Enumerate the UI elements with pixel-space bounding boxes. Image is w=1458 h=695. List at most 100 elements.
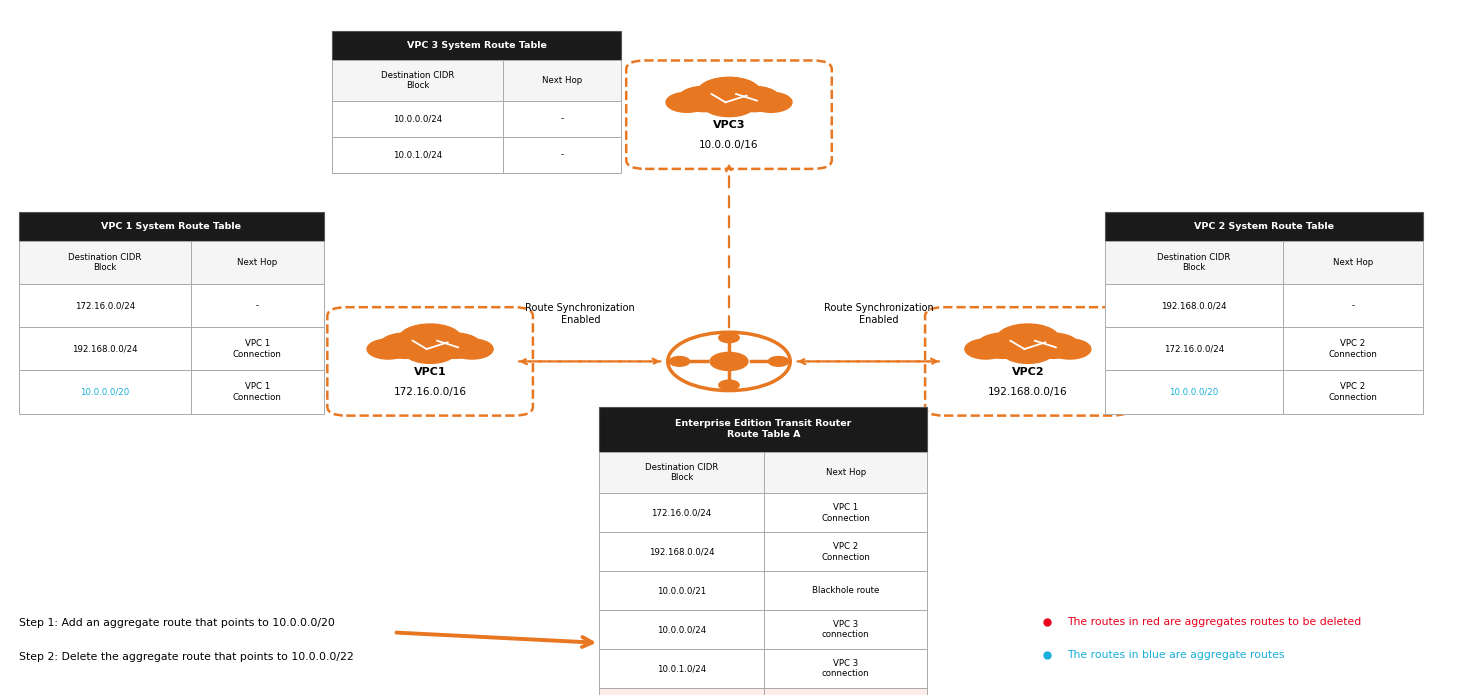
- Text: Next Hop: Next Hop: [238, 259, 277, 267]
- FancyBboxPatch shape: [19, 327, 191, 370]
- Text: VPC 3
connection: VPC 3 connection: [822, 659, 869, 678]
- FancyBboxPatch shape: [599, 452, 764, 493]
- Text: VPC 1 System Route Table: VPC 1 System Route Table: [101, 222, 242, 231]
- FancyBboxPatch shape: [332, 137, 503, 173]
- FancyBboxPatch shape: [599, 493, 764, 532]
- FancyBboxPatch shape: [764, 452, 927, 493]
- FancyBboxPatch shape: [599, 649, 764, 688]
- FancyBboxPatch shape: [503, 101, 621, 137]
- FancyBboxPatch shape: [1105, 212, 1423, 241]
- Text: Destination CIDR
Block: Destination CIDR Block: [381, 71, 455, 90]
- Text: 10.0.0.0/20: 10.0.0.0/20: [1169, 388, 1219, 396]
- Text: -: -: [1352, 302, 1354, 310]
- FancyBboxPatch shape: [19, 241, 191, 284]
- Text: 10.0.0.0/20: 10.0.0.0/20: [80, 388, 130, 396]
- Text: Next Hop: Next Hop: [825, 468, 866, 477]
- FancyBboxPatch shape: [19, 212, 324, 241]
- Text: VPC 2
Connection: VPC 2 Connection: [821, 542, 870, 562]
- FancyBboxPatch shape: [191, 284, 324, 327]
- Circle shape: [703, 91, 755, 117]
- Text: 10.0.0.0/24: 10.0.0.0/24: [394, 115, 442, 123]
- Circle shape: [1048, 339, 1091, 359]
- Text: Destination CIDR
Block: Destination CIDR Block: [1158, 253, 1231, 272]
- Text: VPC 2
Connection: VPC 2 Connection: [1328, 382, 1378, 402]
- Text: Enterprise Edition
Transit Router: Enterprise Edition Transit Router: [669, 424, 789, 452]
- Text: 172.16.0.0/16: 172.16.0.0/16: [394, 387, 467, 397]
- FancyBboxPatch shape: [1283, 370, 1423, 414]
- Circle shape: [996, 324, 1060, 354]
- FancyBboxPatch shape: [332, 60, 503, 101]
- Text: VPC 3 System Route Table: VPC 3 System Route Table: [407, 42, 547, 50]
- FancyBboxPatch shape: [191, 241, 324, 284]
- Circle shape: [719, 333, 739, 343]
- FancyBboxPatch shape: [19, 284, 191, 327]
- Circle shape: [669, 357, 690, 366]
- Circle shape: [1002, 338, 1054, 363]
- FancyBboxPatch shape: [764, 688, 927, 695]
- FancyBboxPatch shape: [764, 649, 927, 688]
- Text: 10.0.0.0/16: 10.0.0.0/16: [700, 140, 758, 150]
- Text: VPC 1
Connection: VPC 1 Connection: [233, 339, 281, 359]
- Text: 192.168.0.0/24: 192.168.0.0/24: [649, 548, 714, 556]
- FancyBboxPatch shape: [764, 610, 927, 649]
- Text: Next Hop: Next Hop: [542, 76, 582, 85]
- FancyBboxPatch shape: [764, 571, 927, 610]
- FancyBboxPatch shape: [1283, 284, 1423, 327]
- FancyBboxPatch shape: [191, 370, 324, 414]
- Text: VPC 3
connection: VPC 3 connection: [822, 620, 869, 639]
- FancyBboxPatch shape: [1283, 241, 1423, 284]
- Text: Destination CIDR
Block: Destination CIDR Block: [644, 463, 719, 482]
- Text: Route Synchronization
Enabled: Route Synchronization Enabled: [824, 303, 935, 325]
- Text: VPC1: VPC1: [414, 367, 446, 377]
- Text: Step 2: Delete the aggregate route that points to 10.0.0.0/22: Step 2: Delete the aggregate route that …: [19, 652, 354, 662]
- Text: Blackhole route: Blackhole route: [812, 587, 879, 595]
- Text: The routes in red are aggregates routes to be deleted: The routes in red are aggregates routes …: [1067, 617, 1362, 627]
- Circle shape: [728, 86, 780, 112]
- Text: Destination CIDR
Block: Destination CIDR Block: [69, 253, 141, 272]
- Text: 172.16.0.0/24: 172.16.0.0/24: [652, 509, 712, 517]
- Circle shape: [977, 333, 1029, 359]
- Text: 10.0.1.0/24: 10.0.1.0/24: [394, 151, 442, 159]
- FancyBboxPatch shape: [599, 571, 764, 610]
- Text: 172.16.0.0/24: 172.16.0.0/24: [74, 302, 136, 310]
- FancyBboxPatch shape: [503, 137, 621, 173]
- Circle shape: [398, 324, 462, 354]
- FancyBboxPatch shape: [503, 60, 621, 101]
- Circle shape: [451, 339, 493, 359]
- Circle shape: [379, 333, 432, 359]
- Text: VPC 1
Connection: VPC 1 Connection: [821, 503, 870, 523]
- Text: Step 1: Add an aggregate route that points to 10.0.0.0/20: Step 1: Add an aggregate route that poin…: [19, 619, 335, 628]
- Text: VPC2: VPC2: [1012, 367, 1044, 377]
- Text: 172.16.0.0/24: 172.16.0.0/24: [1163, 345, 1225, 353]
- FancyBboxPatch shape: [924, 307, 1130, 416]
- FancyBboxPatch shape: [332, 101, 503, 137]
- Text: VPC 1
Connection: VPC 1 Connection: [233, 382, 281, 402]
- Circle shape: [666, 92, 709, 113]
- Text: 10.0.0.0/24: 10.0.0.0/24: [658, 626, 706, 634]
- Text: -: -: [255, 302, 260, 310]
- FancyBboxPatch shape: [327, 307, 534, 416]
- Text: Next Hop: Next Hop: [1333, 259, 1373, 267]
- Circle shape: [678, 86, 730, 112]
- Text: -: -: [560, 151, 564, 159]
- Text: VPC3: VPC3: [713, 120, 745, 130]
- FancyBboxPatch shape: [1105, 241, 1283, 284]
- Circle shape: [710, 352, 748, 370]
- Circle shape: [1026, 333, 1079, 359]
- Circle shape: [965, 339, 1007, 359]
- Text: Route Synchronization
Enabled: Route Synchronization Enabled: [525, 303, 636, 325]
- FancyBboxPatch shape: [627, 60, 831, 169]
- Circle shape: [367, 339, 410, 359]
- Text: The routes in blue are aggregate routes: The routes in blue are aggregate routes: [1067, 651, 1284, 660]
- Text: 10.0.0.0/21: 10.0.0.0/21: [658, 587, 706, 595]
- Text: 10.0.1.0/24: 10.0.1.0/24: [658, 664, 706, 673]
- Circle shape: [749, 92, 792, 113]
- FancyBboxPatch shape: [599, 610, 764, 649]
- FancyBboxPatch shape: [764, 493, 927, 532]
- Text: 192.168.0.0/16: 192.168.0.0/16: [989, 387, 1067, 397]
- FancyBboxPatch shape: [599, 532, 764, 571]
- FancyBboxPatch shape: [599, 688, 764, 695]
- Circle shape: [404, 338, 456, 363]
- FancyBboxPatch shape: [1105, 327, 1283, 370]
- FancyBboxPatch shape: [19, 370, 191, 414]
